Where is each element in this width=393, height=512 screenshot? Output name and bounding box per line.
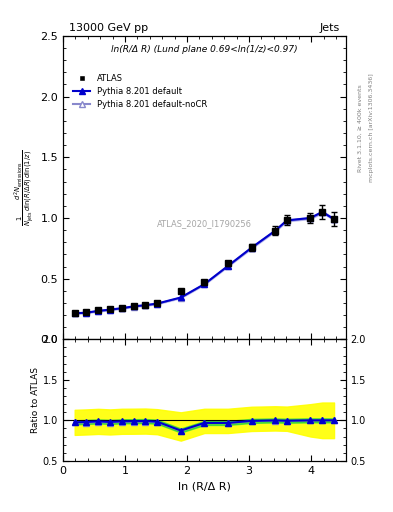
[0.215, 0.218, 0.233, 0.243, 0.255, 0.27, 0.28, 0.293, 0.343, 0.453, 0.603, 0.753, 0.893, 0.978, 0.998, 1.048, 0.988] [108, 307, 112, 313]
Text: Jets: Jets [320, 23, 340, 33]
[0.215, 0.218, 0.233, 0.243, 0.255, 0.27, 0.28, 0.293, 0.343, 0.453, 0.603, 0.753, 0.893, 0.978, 0.998, 1.048, 0.988] [84, 310, 89, 316]
Text: ln(R/Δ R) (Lund plane 0.69<ln(1/z)<0.97): ln(R/Δ R) (Lund plane 0.69<ln(1/z)<0.97) [111, 45, 298, 54]
[0.215, 0.218, 0.233, 0.243, 0.255, 0.27, 0.28, 0.293, 0.343, 0.453, 0.603, 0.753, 0.893, 0.978, 0.998, 1.048, 0.988] [143, 302, 148, 308]
[0.215, 0.218, 0.233, 0.243, 0.255, 0.27, 0.28, 0.293, 0.343, 0.453, 0.603, 0.753, 0.893, 0.978, 0.998, 1.048, 0.988] [178, 295, 183, 301]
[0.215, 0.218, 0.233, 0.243, 0.255, 0.27, 0.28, 0.293, 0.343, 0.453, 0.603, 0.753, 0.893, 0.978, 0.998, 1.048, 0.988] [96, 308, 101, 314]
[0.215, 0.218, 0.233, 0.243, 0.255, 0.27, 0.28, 0.293, 0.343, 0.453, 0.603, 0.753, 0.893, 0.978, 0.998, 1.048, 0.988] [285, 218, 289, 224]
Text: 13000 GeV pp: 13000 GeV pp [68, 23, 148, 33]
X-axis label: ln (R/Δ R): ln (R/Δ R) [178, 481, 231, 491]
Y-axis label: $\frac{1}{N_\mathrm{jets}}\frac{d^2 N_\mathrm{emissions}}{d\ln(R/\Delta R)\,d\ln: $\frac{1}{N_\mathrm{jets}}\frac{d^2 N_\m… [13, 150, 36, 226]
Text: ATLAS_2020_I1790256: ATLAS_2020_I1790256 [157, 220, 252, 228]
[0.215, 0.218, 0.233, 0.243, 0.255, 0.27, 0.28, 0.293, 0.343, 0.453, 0.603, 0.753, 0.893, 0.978, 0.998, 1.048, 0.988] [320, 209, 325, 215]
[0.215, 0.218, 0.233, 0.243, 0.255, 0.27, 0.28, 0.293, 0.343, 0.453, 0.603, 0.753, 0.893, 0.978, 0.998, 1.048, 0.988] [308, 215, 313, 221]
Y-axis label: Ratio to ATLAS: Ratio to ATLAS [31, 367, 40, 433]
[0.215, 0.218, 0.233, 0.243, 0.255, 0.27, 0.28, 0.293, 0.343, 0.453, 0.603, 0.753, 0.893, 0.978, 0.998, 1.048, 0.988] [155, 301, 160, 307]
[0.215, 0.218, 0.233, 0.243, 0.255, 0.27, 0.28, 0.293, 0.343, 0.453, 0.603, 0.753, 0.893, 0.978, 0.998, 1.048, 0.988] [72, 310, 77, 316]
[0.215, 0.218, 0.233, 0.243, 0.255, 0.27, 0.28, 0.293, 0.343, 0.453, 0.603, 0.753, 0.893, 0.978, 0.998, 1.048, 0.988] [131, 304, 136, 310]
[0.215, 0.218, 0.233, 0.243, 0.255, 0.27, 0.28, 0.293, 0.343, 0.453, 0.603, 0.753, 0.893, 0.978, 0.998, 1.048, 0.988] [202, 281, 207, 287]
[0.215, 0.218, 0.233, 0.243, 0.255, 0.27, 0.28, 0.293, 0.343, 0.453, 0.603, 0.753, 0.893, 0.978, 0.998, 1.048, 0.988] [119, 305, 124, 311]
Text: mcplots.cern.ch [arXiv:1306.3436]: mcplots.cern.ch [arXiv:1306.3436] [369, 74, 375, 182]
Legend: ATLAS, Pythia 8.201 default, Pythia 8.201 default-noCR: ATLAS, Pythia 8.201 default, Pythia 8.20… [70, 70, 210, 112]
[0.215, 0.218, 0.233, 0.243, 0.255, 0.27, 0.28, 0.293, 0.343, 0.453, 0.603, 0.753, 0.893, 0.978, 0.998, 1.048, 0.988] [226, 263, 230, 269]
[0.215, 0.218, 0.233, 0.243, 0.255, 0.27, 0.28, 0.293, 0.343, 0.453, 0.603, 0.753, 0.893, 0.978, 0.998, 1.048, 0.988] [249, 245, 254, 251]
Text: Rivet 3.1.10, ≥ 400k events: Rivet 3.1.10, ≥ 400k events [358, 84, 363, 172]
Line: [0.215, 0.218, 0.233, 0.243, 0.255, 0.27, 0.28, 0.293, 0.343, 0.453, 0.603, 0.753, 0.893, 0.978, 0.998, 1.048, 0.988]: [0.215, 0.218, 0.233, 0.243, 0.255, 0.27… [72, 209, 337, 316]
[0.215, 0.218, 0.233, 0.243, 0.255, 0.27, 0.28, 0.293, 0.343, 0.453, 0.603, 0.753, 0.893, 0.978, 0.998, 1.048, 0.988] [332, 217, 336, 223]
[0.215, 0.218, 0.233, 0.243, 0.255, 0.27, 0.28, 0.293, 0.343, 0.453, 0.603, 0.753, 0.893, 0.978, 0.998, 1.048, 0.988] [273, 228, 277, 234]
